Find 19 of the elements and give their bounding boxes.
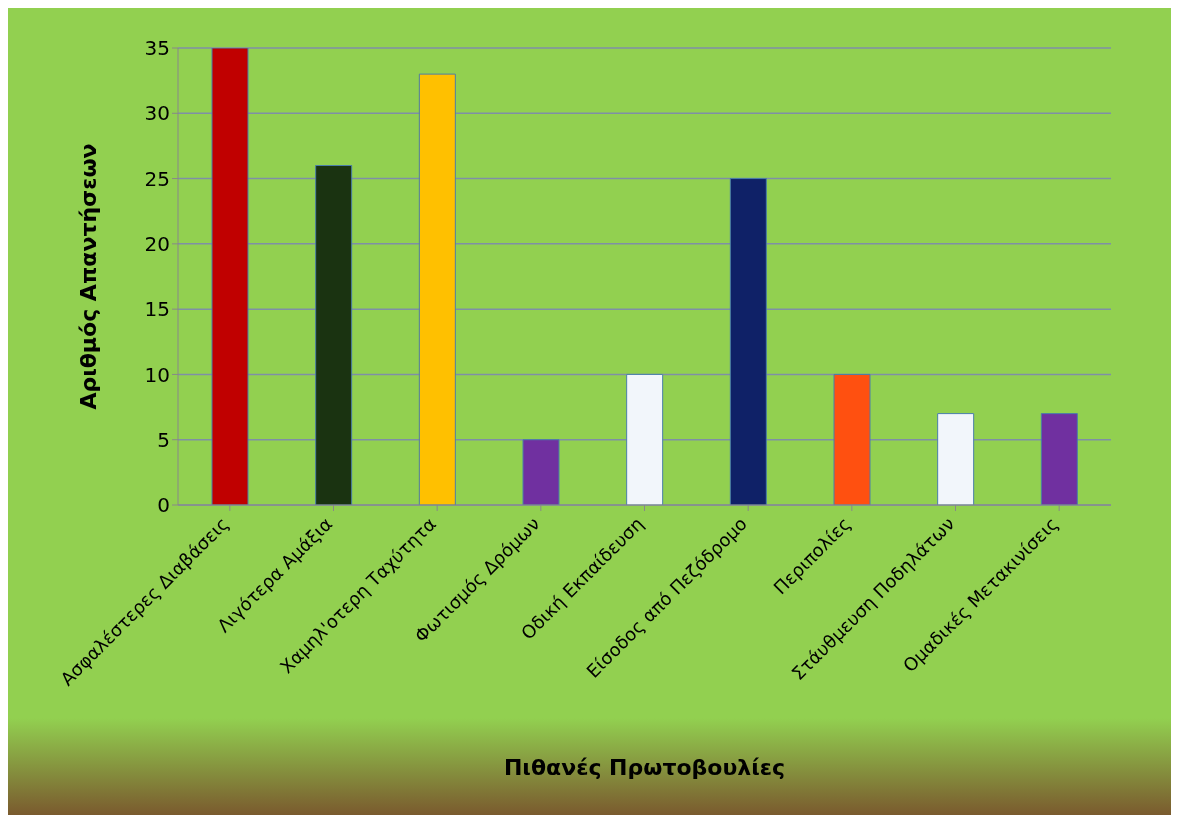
y-tick-label: 20	[144, 231, 170, 256]
bar	[833, 373, 871, 505]
y-tick-label: 30	[144, 101, 170, 126]
bar	[522, 439, 560, 505]
y-tick-label: 0	[157, 493, 170, 518]
x-axis-title: Πιθανές Πρωτοβουλίες	[503, 755, 786, 780]
bar	[729, 178, 767, 505]
bar	[1040, 413, 1078, 505]
bar	[626, 373, 664, 505]
bar	[315, 165, 353, 505]
y-tick-label: 15	[144, 297, 170, 322]
y-tick-label: 10	[144, 362, 170, 387]
y-axis-title: Αριθμός Απαντήσεων	[75, 143, 101, 410]
y-tick-label: 25	[144, 166, 170, 191]
y-tick-label: 35	[144, 36, 170, 61]
y-tick-label: 5	[157, 427, 170, 452]
bar	[211, 48, 249, 505]
bar	[937, 413, 975, 505]
bar	[418, 73, 456, 505]
